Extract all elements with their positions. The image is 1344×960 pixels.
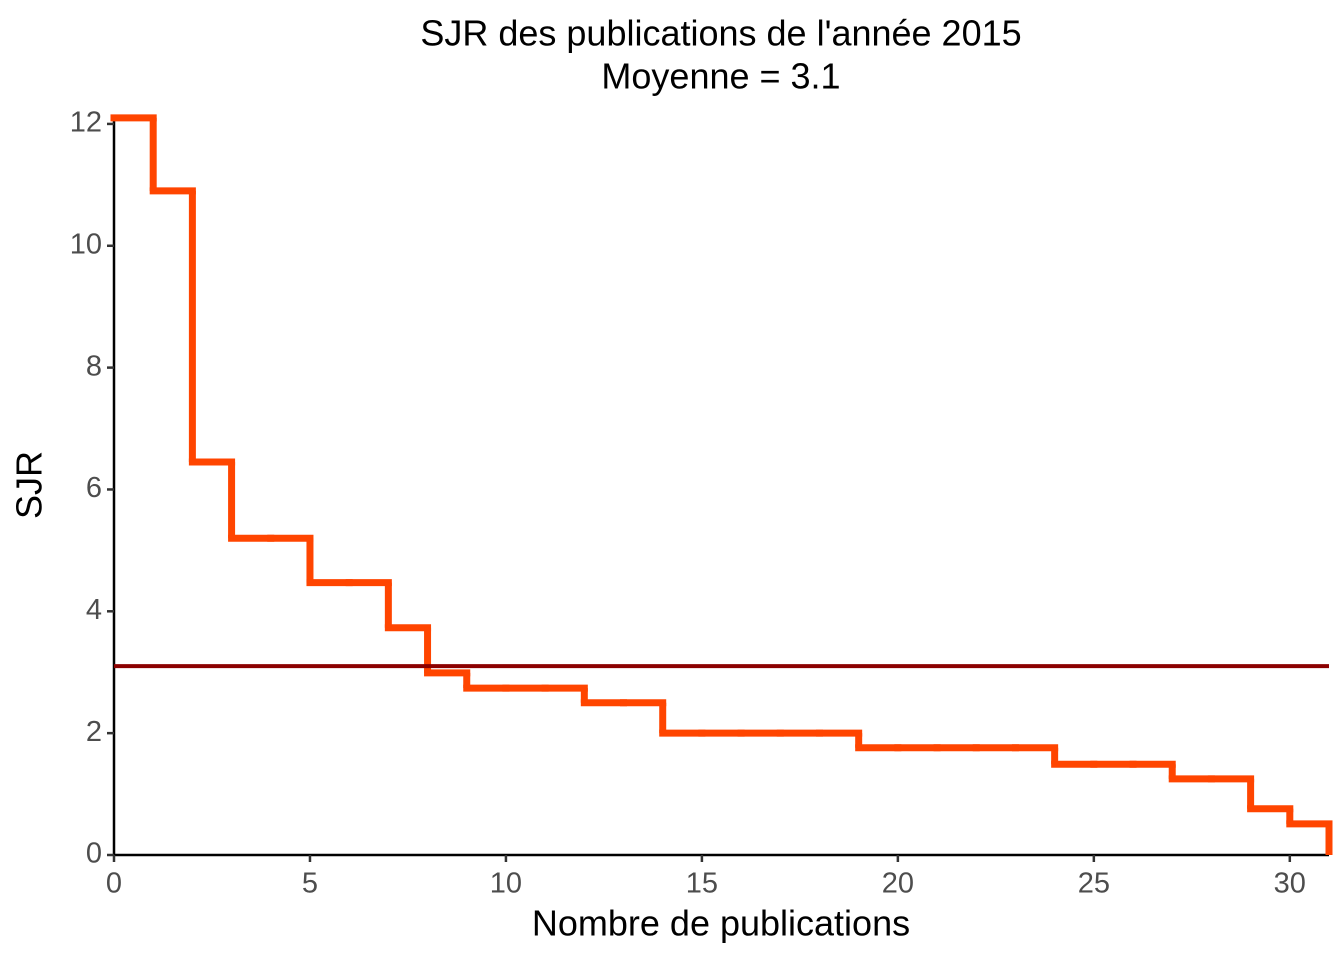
y-tick-label: 12 <box>70 107 102 139</box>
y-tick-label: 6 <box>86 472 102 504</box>
x-tick-label: 30 <box>1274 868 1306 900</box>
x-tick-label: 15 <box>686 868 718 900</box>
x-tick-label: 10 <box>490 868 522 900</box>
y-tick-label: 4 <box>86 594 102 626</box>
x-tick-label: 5 <box>302 868 318 900</box>
y-axis-title: SJR <box>9 451 50 519</box>
y-tick-label: 8 <box>86 350 102 382</box>
y-tick-label: 2 <box>86 716 102 748</box>
chart-title: SJR des publications de l'année 2015 <box>420 13 1021 54</box>
chart-subtitle: Moyenne = 3.1 <box>601 56 840 97</box>
x-tick-label: 0 <box>106 868 122 900</box>
y-tick-label: 10 <box>70 228 102 260</box>
x-tick-label: 25 <box>1078 868 1110 900</box>
x-axis-title: Nombre de publications <box>532 903 910 944</box>
y-tick-label: 0 <box>86 838 102 870</box>
x-tick-label: 20 <box>882 868 914 900</box>
